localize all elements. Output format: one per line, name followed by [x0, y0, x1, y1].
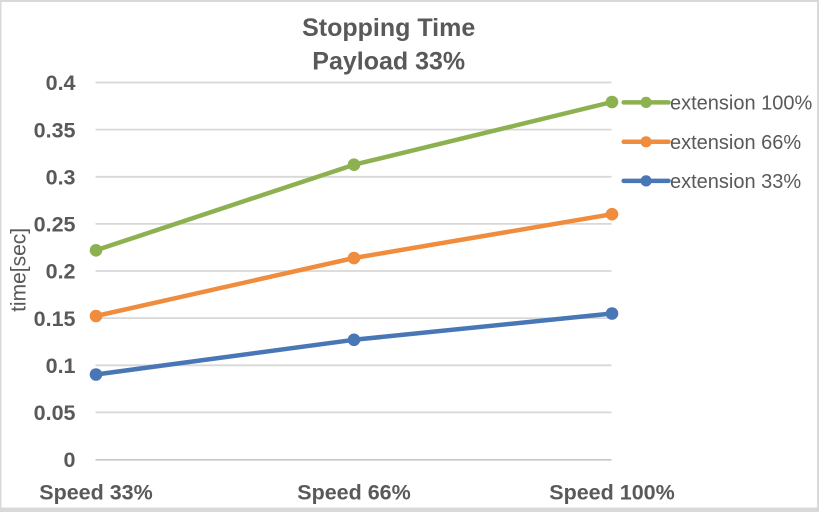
- svg-text:0.1: 0.1: [46, 354, 76, 378]
- svg-text:0.4: 0.4: [46, 71, 76, 95]
- svg-text:Speed 100%: Speed 100%: [549, 480, 674, 504]
- svg-text:0.3: 0.3: [46, 165, 76, 189]
- svg-text:0.05: 0.05: [34, 401, 76, 425]
- svg-text:Speed 66%: Speed 66%: [297, 480, 411, 504]
- svg-text:0.25: 0.25: [34, 213, 76, 237]
- svg-text:Speed 33%: Speed 33%: [39, 480, 153, 504]
- svg-text:Stopping Time: Stopping Time: [302, 14, 475, 42]
- svg-text:0: 0: [64, 448, 76, 472]
- svg-text:time[sec]: time[sec]: [8, 228, 31, 312]
- svg-text:extension 66%: extension 66%: [670, 132, 801, 154]
- svg-text:Payload 33%: Payload 33%: [312, 48, 465, 76]
- svg-text:0.2: 0.2: [46, 260, 76, 284]
- svg-text:extension 100%: extension 100%: [670, 93, 813, 115]
- svg-text:0.15: 0.15: [34, 307, 76, 331]
- svg-text:extension 33%: extension 33%: [670, 171, 801, 193]
- svg-text:0.35: 0.35: [34, 118, 76, 142]
